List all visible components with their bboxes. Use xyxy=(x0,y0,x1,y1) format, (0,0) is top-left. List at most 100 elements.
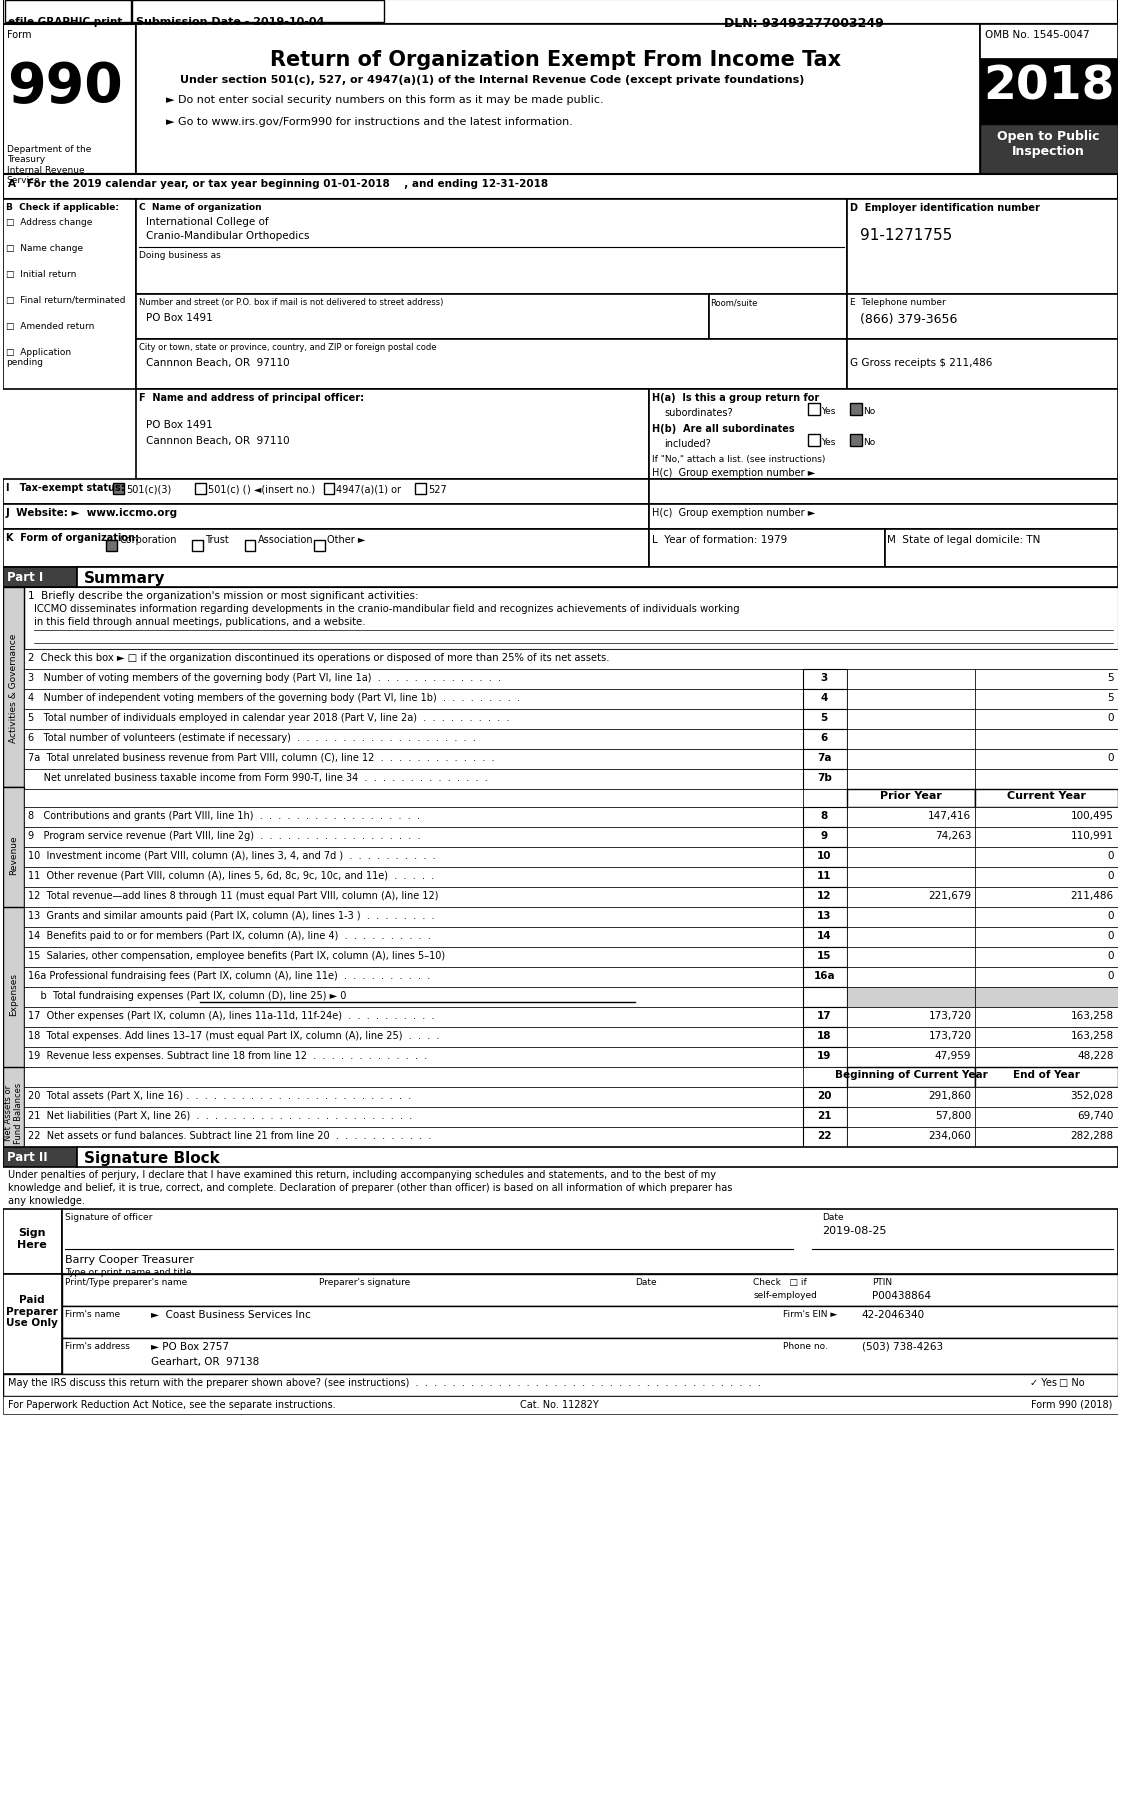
Text: DLN: 93493277003249: DLN: 93493277003249 xyxy=(724,16,883,31)
Text: City or town, state or province, country, and ZIP or foreign postal code: City or town, state or province, country… xyxy=(139,343,437,352)
Text: Signature of officer: Signature of officer xyxy=(64,1212,152,1222)
Text: 11: 11 xyxy=(817,871,832,880)
Bar xyxy=(25,690,803,710)
Bar xyxy=(2,1209,62,1274)
Bar xyxy=(62,1306,1118,1339)
Text: P00438864: P00438864 xyxy=(872,1290,930,1301)
Bar xyxy=(649,529,884,567)
Bar xyxy=(25,1128,803,1147)
Bar xyxy=(803,987,847,1008)
Bar xyxy=(135,295,709,340)
Bar xyxy=(2,175,1118,201)
Text: □ No: □ No xyxy=(1059,1377,1085,1388)
Text: PO Box 1491: PO Box 1491 xyxy=(146,313,212,323)
Text: 1  Briefly describe the organization's mission or most significant activities:: 1 Briefly describe the organization's mi… xyxy=(28,591,419,600)
Bar xyxy=(2,25,1118,175)
Bar xyxy=(803,730,847,750)
Bar xyxy=(803,828,847,847)
Bar xyxy=(975,710,1118,730)
Text: Association: Association xyxy=(257,535,313,544)
Bar xyxy=(847,1088,975,1108)
Bar xyxy=(847,927,975,947)
Bar xyxy=(62,1274,1118,1306)
Text: 163,258: 163,258 xyxy=(1070,1010,1113,1021)
Bar xyxy=(25,651,1118,670)
Text: Department of the
Treasury
Internal Revenue
Service: Department of the Treasury Internal Reve… xyxy=(7,145,91,184)
Text: 2019-08-25: 2019-08-25 xyxy=(822,1225,886,1236)
Bar xyxy=(847,201,1118,295)
Text: 16a: 16a xyxy=(814,970,835,981)
Text: 0: 0 xyxy=(1108,752,1113,763)
Bar xyxy=(803,947,847,967)
Bar xyxy=(847,808,975,828)
Bar xyxy=(135,340,847,390)
Text: (866) 379-3656: (866) 379-3656 xyxy=(860,313,957,325)
Bar xyxy=(803,887,847,907)
Bar xyxy=(132,2,384,23)
Text: M  State of legal domicile: TN: M State of legal domicile: TN xyxy=(887,535,1041,544)
Text: knowledge and belief, it is true, correct, and complete. Declaration of preparer: knowledge and belief, it is true, correc… xyxy=(8,1182,732,1193)
Bar xyxy=(245,540,255,551)
Text: 2  Check this box ► □ if the organization discontinued its operations or dispose: 2 Check this box ► □ if the organization… xyxy=(28,652,610,663)
Text: ✓ Yes: ✓ Yes xyxy=(1030,1377,1057,1388)
Bar xyxy=(25,847,803,867)
Bar xyxy=(803,750,847,770)
Text: Summary: Summary xyxy=(84,571,165,585)
Text: Firm's address: Firm's address xyxy=(64,1341,130,1350)
Bar xyxy=(2,529,649,567)
Text: H(c)  Group exemption number ►: H(c) Group exemption number ► xyxy=(653,468,816,477)
Bar xyxy=(803,670,847,690)
Bar xyxy=(25,670,803,690)
Text: 501(c) (: 501(c) ( xyxy=(208,484,246,495)
Text: Cannnon Beach, OR  97110: Cannnon Beach, OR 97110 xyxy=(146,435,289,446)
Bar xyxy=(62,1209,1118,1274)
Text: 20  Total assets (Part X, line 16) .  .  .  .  .  .  .  .  .  .  .  .  .  .  .  : 20 Total assets (Part X, line 16) . . . … xyxy=(28,1090,412,1100)
Bar xyxy=(195,484,207,495)
Text: 282,288: 282,288 xyxy=(1070,1131,1113,1140)
Text: 147,416: 147,416 xyxy=(928,811,971,820)
Bar xyxy=(2,201,135,390)
Bar xyxy=(2,1274,62,1375)
Bar xyxy=(803,808,847,828)
Text: Under section 501(c), 527, or 4947(a)(1) of the Internal Revenue Code (except pr: Under section 501(c), 527, or 4947(a)(1)… xyxy=(181,74,805,85)
Text: 4   Number of independent voting members of the governing body (Part VI, line 1b: 4 Number of independent voting members o… xyxy=(28,692,520,703)
Bar xyxy=(847,907,975,927)
Bar xyxy=(975,1028,1118,1048)
Text: 16a Professional fundraising fees (Part IX, column (A), line 11e)  .  .  .  .  .: 16a Professional fundraising fees (Part … xyxy=(28,970,430,981)
Bar xyxy=(847,1028,975,1048)
Text: 48,228: 48,228 xyxy=(1077,1050,1113,1061)
Bar xyxy=(803,1108,847,1128)
Text: PO Box 1491: PO Box 1491 xyxy=(146,419,212,430)
Bar xyxy=(25,1088,803,1108)
Bar xyxy=(850,435,861,446)
Bar xyxy=(803,1028,847,1048)
Bar xyxy=(415,484,427,495)
Bar xyxy=(847,690,975,710)
Text: 3: 3 xyxy=(821,672,828,683)
Text: 13: 13 xyxy=(817,911,832,920)
Text: 0: 0 xyxy=(1108,950,1113,961)
Bar xyxy=(25,927,803,947)
Bar xyxy=(77,1147,1118,1167)
Bar xyxy=(25,1048,803,1068)
Text: Barry Cooper Treasurer: Barry Cooper Treasurer xyxy=(64,1254,194,1265)
Text: 18  Total expenses. Add lines 13–17 (must equal Part IX, column (A), line 25)  .: 18 Total expenses. Add lines 13–17 (must… xyxy=(28,1030,440,1041)
Text: G Gross receipts $ 211,486: G Gross receipts $ 211,486 xyxy=(850,358,992,369)
Bar xyxy=(135,25,980,175)
Text: Signature Block: Signature Block xyxy=(84,1151,219,1166)
Text: 10  Investment income (Part VIII, column (A), lines 3, 4, and 7d )  .  .  .  .  : 10 Investment income (Part VIII, column … xyxy=(28,851,436,860)
Bar xyxy=(975,1008,1118,1028)
Bar xyxy=(975,1108,1118,1128)
Bar xyxy=(847,947,975,967)
Text: 163,258: 163,258 xyxy=(1070,1030,1113,1041)
Text: 17  Other expenses (Part IX, column (A), lines 11a-11d, 11f-24e)  .  .  .  .  . : 17 Other expenses (Part IX, column (A), … xyxy=(28,1010,435,1021)
Text: 19  Revenue less expenses. Subtract line 18 from line 12  .  .  .  .  .  .  .  .: 19 Revenue less expenses. Subtract line … xyxy=(28,1050,428,1061)
Bar xyxy=(847,828,975,847)
Text: 14: 14 xyxy=(817,931,832,940)
Text: 42-2046340: 42-2046340 xyxy=(861,1310,925,1319)
Text: ICCMO disseminates information regarding developments in the cranio-mandibular f: ICCMO disseminates information regarding… xyxy=(34,604,739,614)
Text: □  Final return/terminated: □ Final return/terminated xyxy=(6,296,125,305)
Bar xyxy=(2,567,77,587)
Text: (503) 738-4263: (503) 738-4263 xyxy=(861,1341,943,1352)
Bar xyxy=(2,1068,25,1156)
